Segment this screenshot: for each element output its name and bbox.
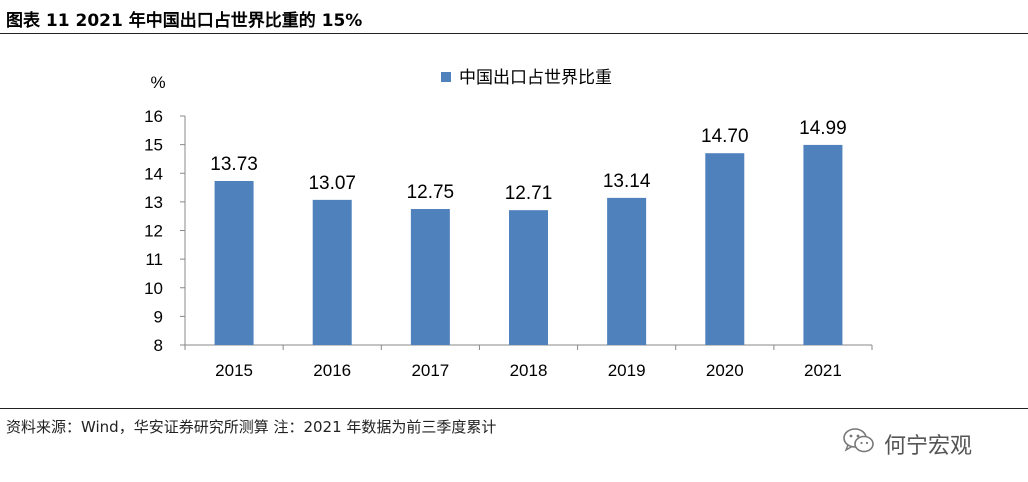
bar-2019 [607,197,647,345]
x-tick-label-2021: 2021 [804,361,842,380]
y-tick-label: 10 [144,279,163,298]
data-label-2016: 13.07 [308,173,356,194]
y-tick-label: 8 [154,336,163,355]
data-label-2019: 13.14 [603,171,651,192]
bar-2021 [803,144,843,345]
figure-title: 图表 11 2021 年中国出口占世界比重的 15% [6,11,363,31]
data-label-2018: 12.71 [505,183,553,204]
wechat-icon [842,426,876,462]
y-tick-label: 15 [144,136,163,155]
legend-swatch [441,72,451,82]
y-axis: 8 9 10 11 12 13 14 15 16 [144,107,186,355]
watermark-text: 何宁宏观 [884,434,973,459]
y-tick-label: 16 [144,107,163,126]
source-note: 资料来源：Wind，华安证券研究所测算 注：2021 年数据为前三季度累计 [6,418,497,436]
x-tick-label-2020: 2020 [706,361,744,380]
data-label-2021: 14.99 [799,118,847,139]
legend-label: 中国出口占世界比重 [459,68,612,88]
y-tick-label: 13 [144,193,163,212]
x-tick-label-2019: 2019 [608,361,646,380]
y-tick-label: 9 [154,307,163,326]
bar-2020 [705,153,745,345]
x-tick-label-2018: 2018 [510,361,548,380]
top-divider [0,33,1028,34]
x-tick-label-2017: 2017 [411,361,449,380]
data-label-2020: 14.70 [701,126,749,147]
watermark: 何宁宏观 [842,426,972,462]
data-labels: 13.73 13.07 12.75 12.71 13.14 14.70 14.99 [210,118,846,204]
bar-2018 [509,210,548,345]
x-tick-label-2016: 2016 [313,361,351,380]
legend: 中国出口占世界比重 [441,68,612,88]
y-tick-label: 12 [144,222,163,241]
bar-2015 [214,180,254,345]
data-label-2017: 12.75 [407,182,455,203]
bar-2016 [312,199,352,345]
y-axis-unit: % [150,73,165,92]
bars [214,144,843,345]
y-tick-label: 14 [144,164,163,183]
data-label-2015: 13.73 [210,154,258,175]
x-tick-label-2015: 2015 [215,361,253,380]
x-axis: 2015 2016 2017 2018 2019 2020 2021 [184,344,873,380]
bar-2017 [410,209,450,345]
y-tick-label: 11 [145,250,163,269]
bottom-divider [0,408,1028,409]
